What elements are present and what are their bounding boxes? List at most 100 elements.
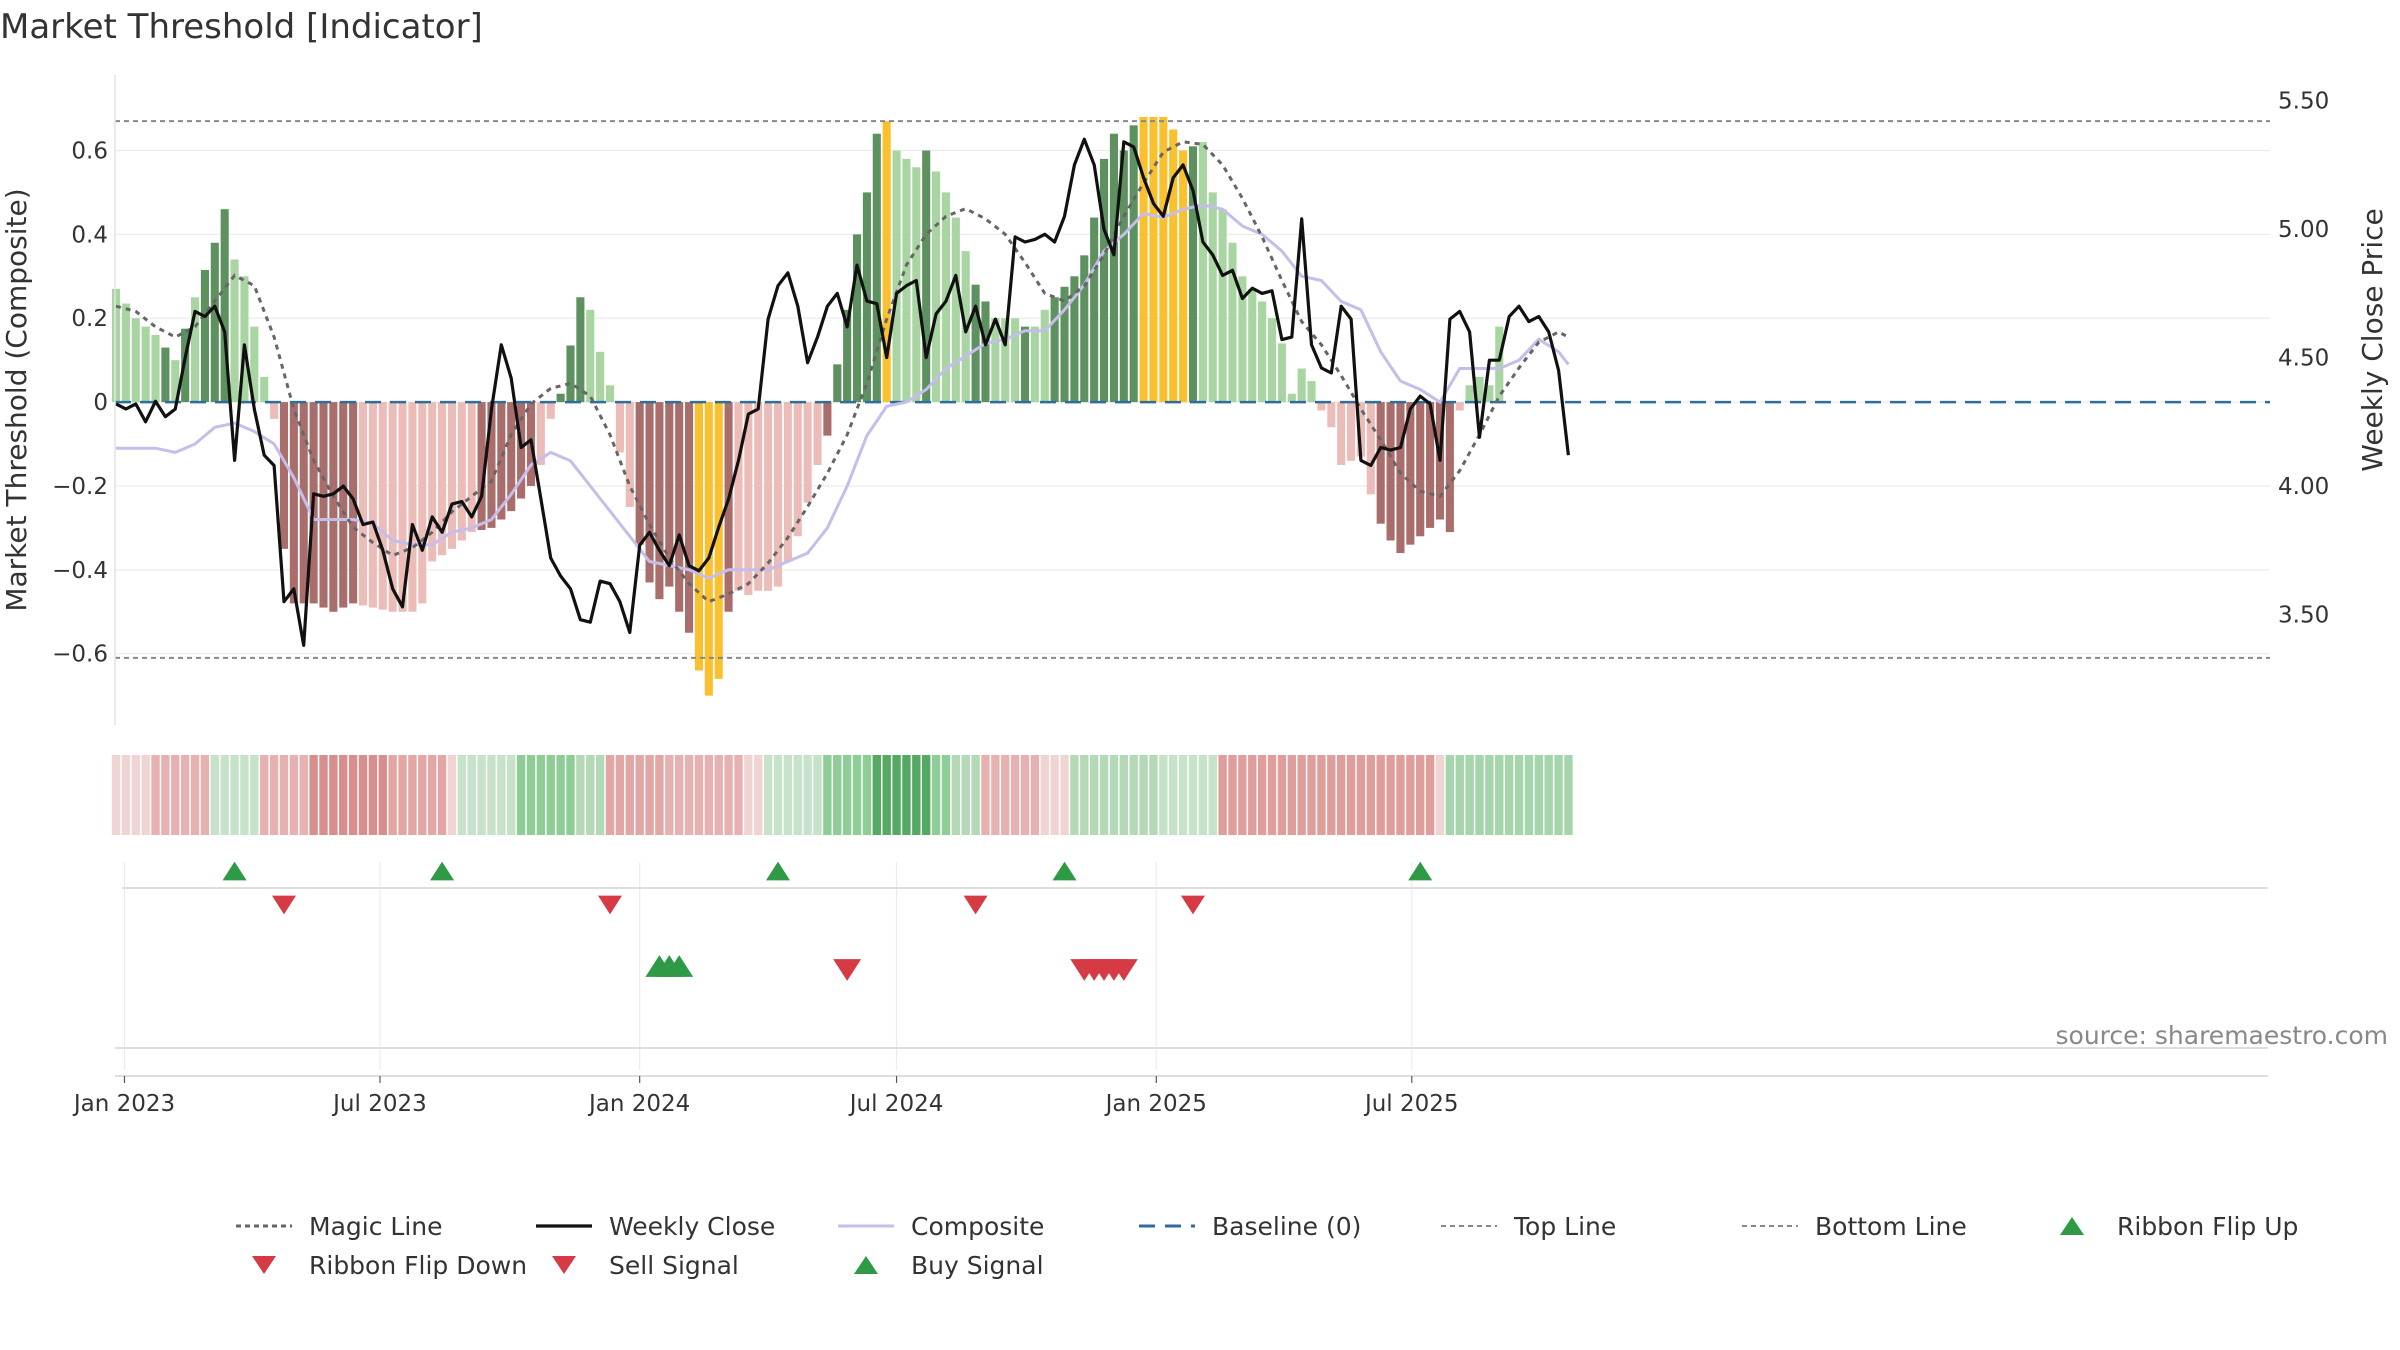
ribbon-strip bbox=[111, 755, 1573, 835]
ribbon-cell bbox=[674, 755, 684, 835]
left-tick-label: −0.6 bbox=[52, 642, 108, 668]
composite-bar bbox=[1099, 158, 1109, 403]
composite-bar bbox=[497, 402, 506, 520]
chart-title: Market Threshold [Indicator] bbox=[0, 7, 483, 47]
composite-bars bbox=[111, 116, 1504, 696]
composite-bar bbox=[1337, 402, 1346, 465]
ribbon-cell bbox=[1287, 755, 1296, 835]
composite-bar bbox=[586, 309, 595, 403]
left-tick-label: −0.2 bbox=[52, 474, 108, 500]
composite-bar bbox=[358, 402, 368, 606]
ribbon-cell bbox=[773, 755, 783, 835]
composite-bar bbox=[605, 385, 615, 403]
composite-bar bbox=[665, 402, 674, 587]
ribbon-cell bbox=[803, 755, 812, 835]
ribbon-cell bbox=[1109, 755, 1119, 835]
ribbon-cell bbox=[1080, 755, 1089, 835]
composite-bar bbox=[813, 402, 822, 465]
right-tick-label: 5.00 bbox=[2278, 217, 2329, 243]
composite-bar bbox=[1218, 209, 1227, 403]
composite-bar bbox=[704, 402, 713, 696]
composite-bar bbox=[1495, 326, 1504, 403]
composite-bar bbox=[1080, 255, 1089, 403]
composite-bar bbox=[635, 402, 644, 545]
composite-bar bbox=[1149, 116, 1158, 403]
composite-bar bbox=[388, 402, 397, 612]
ribbon-cell bbox=[823, 755, 832, 835]
composite-bar bbox=[685, 402, 694, 633]
ribbon-cell bbox=[684, 755, 694, 835]
legend-item: Ribbon Flip Up bbox=[2060, 1212, 2298, 1241]
ribbon-cell bbox=[576, 755, 585, 835]
composite-bar bbox=[428, 402, 437, 562]
ribbon-cell bbox=[971, 755, 980, 835]
ribbon-cell bbox=[1495, 755, 1504, 835]
left-tick-label: −0.4 bbox=[52, 558, 108, 584]
ribbon-flip-down-marker bbox=[271, 895, 296, 915]
composite-bar bbox=[1238, 276, 1247, 403]
ribbon-cell bbox=[1277, 755, 1287, 835]
composite-bar bbox=[1050, 297, 1059, 403]
ribbon-cell bbox=[1139, 755, 1148, 835]
ribbon-cell bbox=[635, 755, 644, 835]
right-axis-label: Weekly Close Price bbox=[2356, 208, 2389, 471]
ribbon-cell bbox=[1356, 755, 1366, 835]
ribbon-cell bbox=[368, 755, 378, 835]
ribbon-cell bbox=[220, 755, 229, 835]
legend-label: Composite bbox=[911, 1212, 1044, 1241]
ribbon-cell bbox=[556, 755, 565, 835]
ribbon-flip-up-marker bbox=[1408, 861, 1433, 881]
composite-bar bbox=[852, 234, 862, 403]
composite-bar bbox=[1129, 125, 1138, 403]
ribbon-cell bbox=[694, 755, 704, 835]
ribbon-cell bbox=[1218, 755, 1227, 835]
ribbon-cell bbox=[121, 755, 131, 835]
ribbon-cell bbox=[546, 755, 555, 835]
composite-bar bbox=[1228, 242, 1237, 403]
ribbon-cell bbox=[625, 755, 634, 835]
ribbon-cell bbox=[922, 755, 931, 835]
composite-bar bbox=[1396, 402, 1405, 554]
ribbon-cell bbox=[497, 755, 506, 835]
composite-bar bbox=[625, 402, 634, 507]
composite-bar bbox=[783, 402, 792, 562]
ribbon-cell bbox=[882, 755, 891, 835]
composite-bar bbox=[932, 171, 941, 403]
composite-bar bbox=[1020, 326, 1030, 403]
composite-bar bbox=[773, 402, 783, 587]
composite-bar bbox=[694, 402, 704, 671]
right-tick-label: 4.50 bbox=[2278, 346, 2329, 372]
composite-bar bbox=[546, 402, 555, 419]
ribbon-cell bbox=[1416, 755, 1425, 835]
ribbon-flip-up-marker bbox=[1052, 861, 1077, 881]
composite-bar bbox=[378, 402, 387, 610]
line-layer bbox=[115, 120, 2270, 659]
legend-label: Magic Line bbox=[309, 1212, 443, 1241]
composite-bar bbox=[566, 345, 575, 403]
chart-legend: Magic Line Weekly Close Composite Baseline … bbox=[236, 1212, 2298, 1280]
right-tick-label: 4.00 bbox=[2278, 474, 2329, 500]
x-tick-label: Jan 2023 bbox=[72, 1091, 175, 1117]
right-tick-label: 5.50 bbox=[2278, 89, 2329, 115]
ribbon-cell bbox=[1544, 755, 1553, 835]
ribbon-cell bbox=[1475, 755, 1484, 835]
composite-bar bbox=[260, 376, 269, 403]
ribbon-flip-down-marker bbox=[1180, 895, 1205, 915]
grid-layer bbox=[115, 149, 2270, 1077]
composite-bar bbox=[596, 351, 605, 403]
ribbon-cell bbox=[526, 755, 536, 835]
composite-bar bbox=[576, 297, 585, 403]
composite-bar bbox=[892, 150, 901, 403]
ribbon-cell bbox=[358, 755, 368, 835]
legend-item: Baseline (0) bbox=[1139, 1212, 1361, 1241]
ribbon-flip-up-marker bbox=[430, 861, 455, 881]
ribbon-cell bbox=[1050, 755, 1059, 835]
composite-bar bbox=[487, 402, 496, 528]
composite-bar bbox=[1198, 142, 1207, 403]
ribbon-cell bbox=[852, 755, 862, 835]
ribbon-cell bbox=[931, 755, 941, 835]
weekly-close-line bbox=[115, 137, 1570, 648]
composite-bar bbox=[121, 303, 130, 403]
ribbon-cell bbox=[744, 755, 753, 835]
